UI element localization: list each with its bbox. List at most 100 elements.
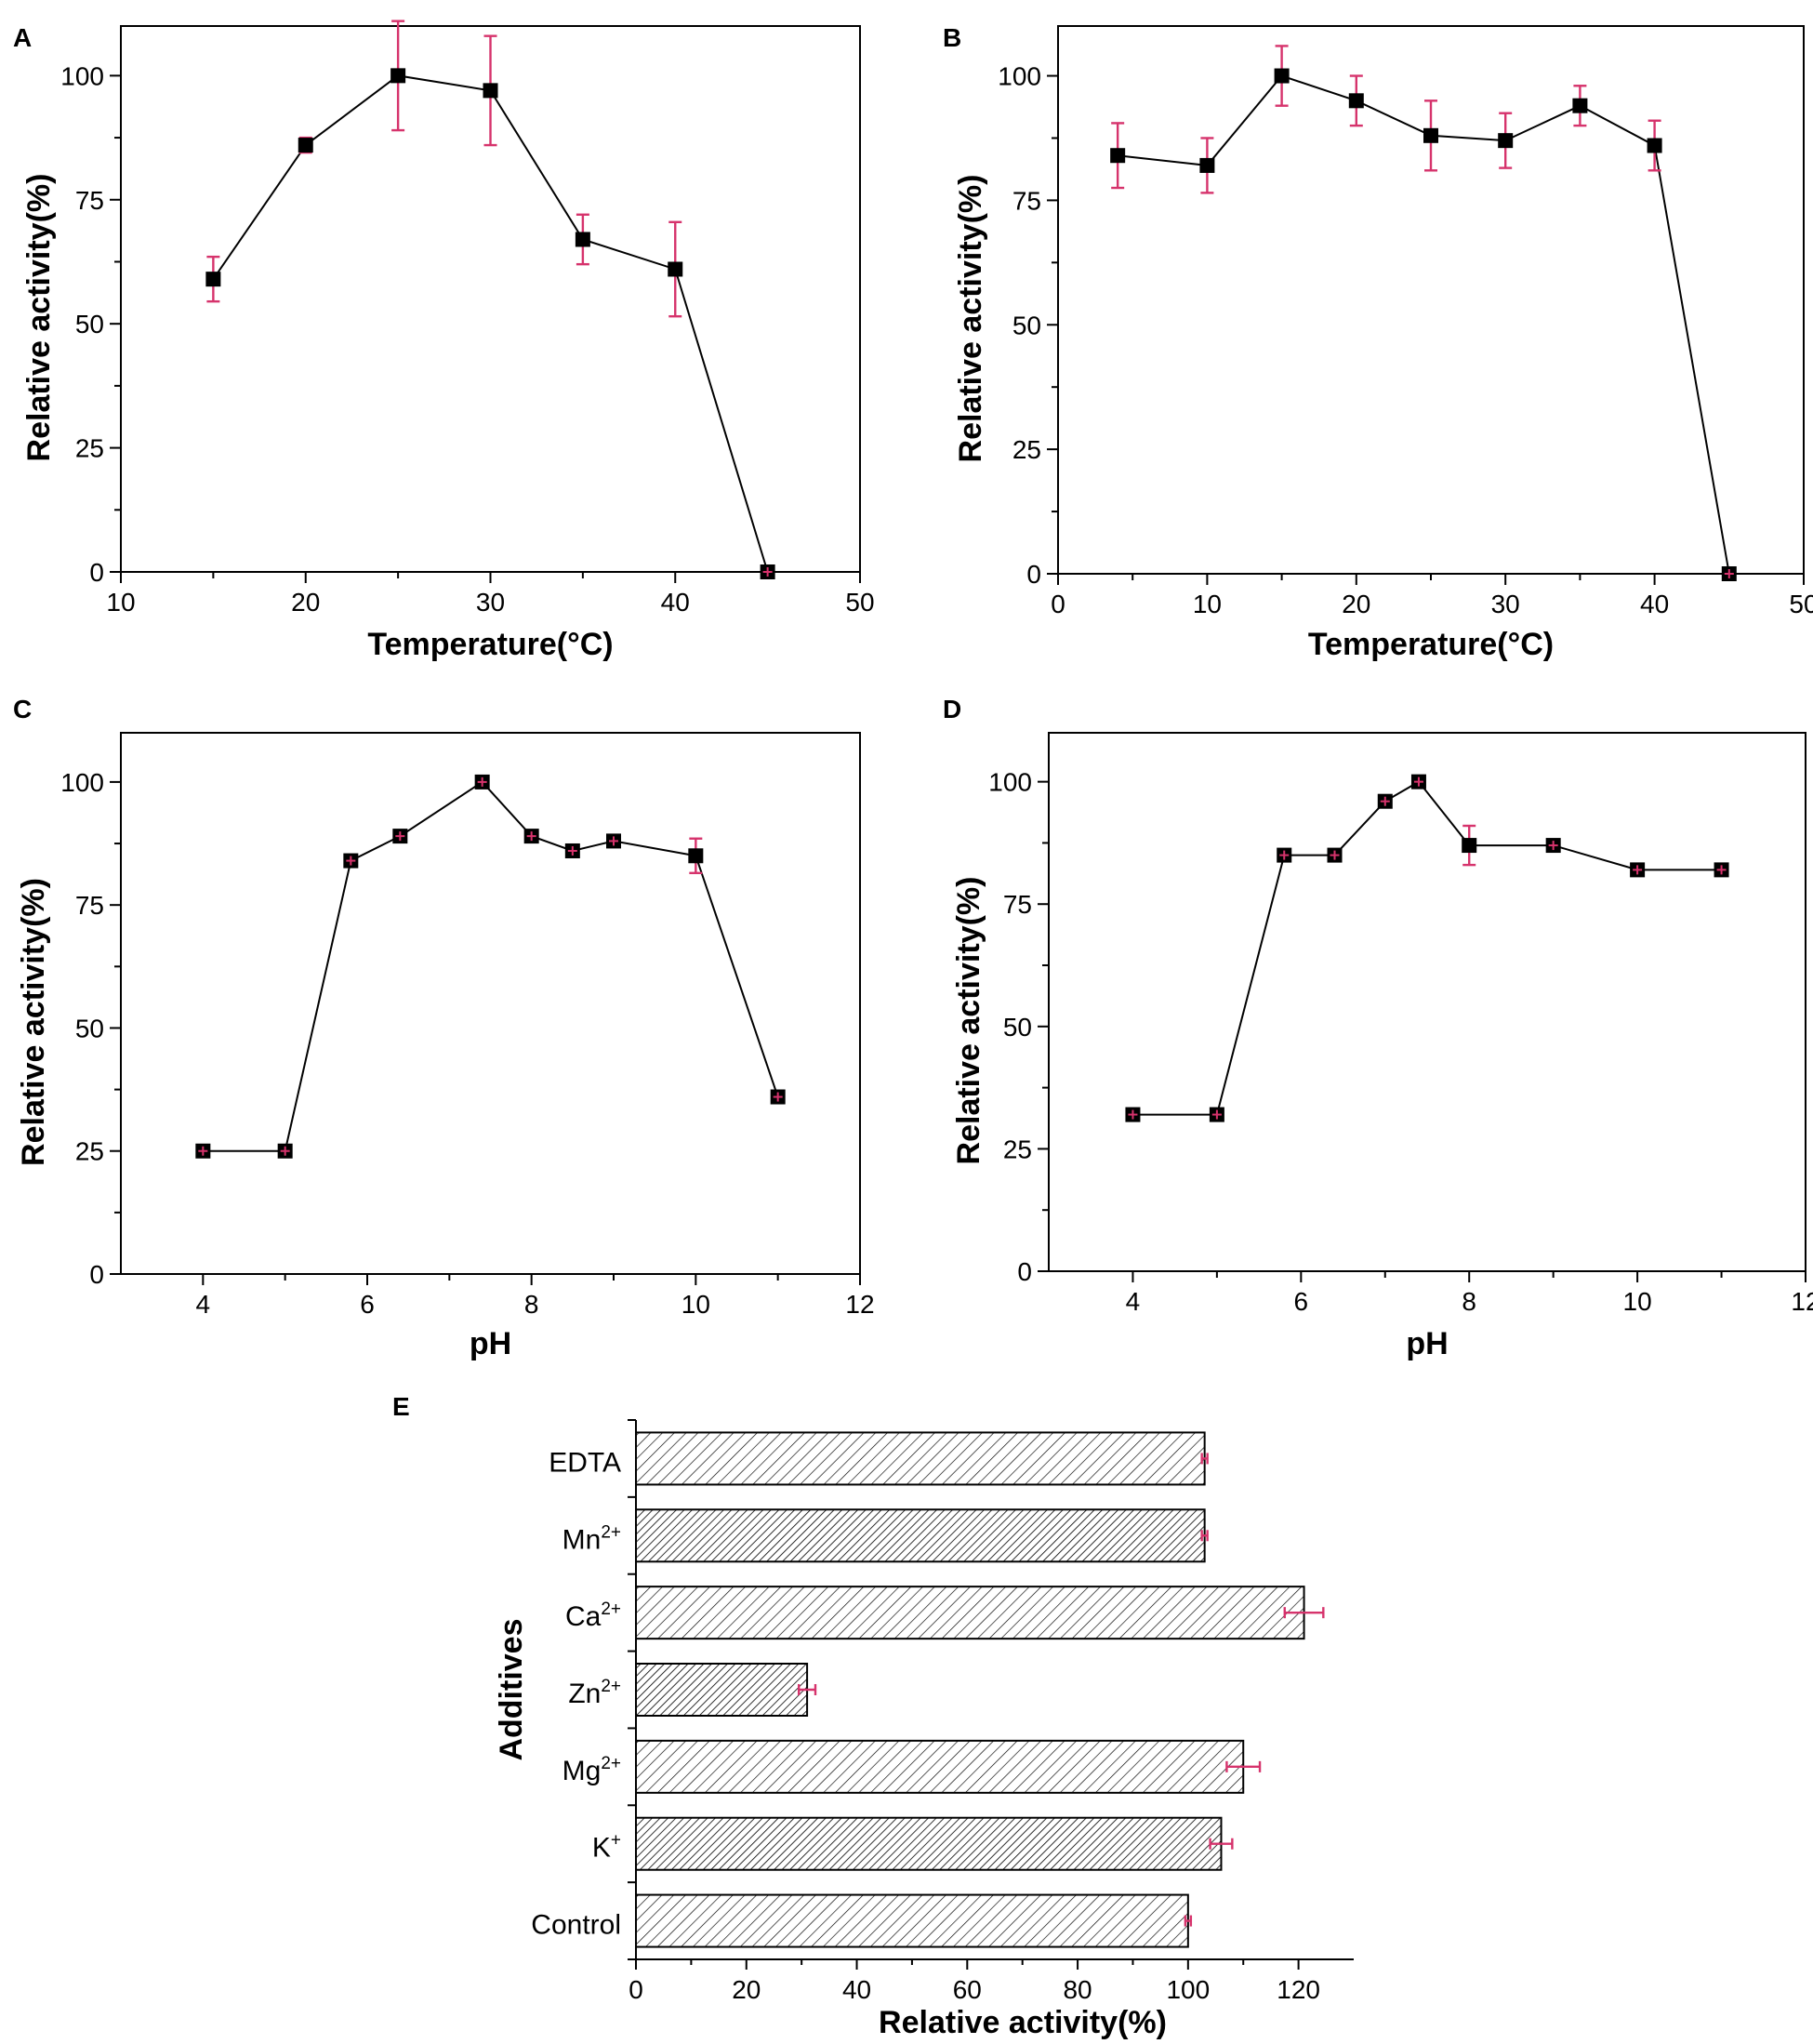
error-bar: [1283, 1607, 1325, 1619]
category-label-superscript: 2+: [601, 1754, 621, 1773]
category-label-base: Zn: [568, 1679, 601, 1709]
y-tick-label: 0: [1017, 1257, 1032, 1286]
category-label-superscript: 2+: [601, 1522, 621, 1542]
y-tick-label: 25: [1012, 435, 1041, 464]
error-bar: [1200, 1453, 1209, 1465]
panel-b-temperature-stability: B 0 10 20 30 40 50 0 25 50 75 100 Temperature(°C) Rel…: [943, 23, 1813, 662]
x-tick-label: 120: [1277, 1975, 1320, 2004]
error-bar: [1200, 1530, 1209, 1542]
x-axis-title: Temperature(°C): [367, 627, 613, 662]
bar: [635, 1508, 1206, 1563]
y-tick-label: 75: [1012, 186, 1041, 215]
data-point-marker: [1572, 98, 1588, 113]
data-point-marker: [1423, 127, 1438, 143]
data-point-marker: [298, 138, 313, 153]
panel-letter: C: [13, 695, 32, 723]
x-tick-label: 4: [1126, 1287, 1141, 1316]
y-tick-label: 0: [89, 1260, 104, 1289]
x-axis-title: Relative activity(%): [879, 2005, 1167, 2040]
y-tick-label: 50: [1012, 311, 1041, 339]
category-label: Ca2+: [565, 1599, 621, 1632]
panel-letter: D: [943, 695, 961, 723]
x-tick-label: 4: [196, 1290, 211, 1319]
panel-letter: E: [392, 1392, 410, 1421]
panel-e-additives-bar-chart: E0 20 40 60 80 100 120EDTAMn2+Ca2+Zn2+Mg2+K+Co…: [392, 1392, 1354, 2040]
x-axis-title: pH: [1406, 1326, 1448, 1361]
data-point-marker: [1348, 93, 1364, 109]
x-tick-label: 50: [845, 588, 874, 617]
y-axis-title: Relative activity(%): [21, 174, 57, 462]
category-label: Zn2+: [568, 1677, 621, 1709]
x-tick-label: 8: [524, 1290, 539, 1319]
x-tick-label: 10: [682, 1290, 710, 1319]
x-tick-label: 50: [1789, 590, 1813, 618]
category-label: K+: [592, 1831, 621, 1864]
error-bar: [797, 1684, 817, 1695]
category-label-superscript: +: [611, 1831, 621, 1851]
x-tick-label: 20: [1342, 590, 1370, 618]
category-label-base: Control: [531, 1910, 621, 1941]
panel-a-temperature-optimum: A 10 20 30 40 50 0 25 50 75 100 Temperature(°C) Rela…: [13, 20, 875, 662]
error-bar: [1225, 1760, 1262, 1772]
data-point-marker: [483, 83, 498, 99]
y-tick-label: 25: [1003, 1135, 1032, 1163]
error-bar: [1184, 1915, 1193, 1927]
data-point-marker: [205, 272, 221, 287]
x-tick-label: 20: [291, 588, 320, 617]
series-line: [1132, 780, 1722, 1116]
category-label: EDTA: [549, 1447, 621, 1478]
plot-frame: [1048, 732, 1806, 1272]
y-axis-title: Additives: [494, 1618, 529, 1760]
y-axis-title: Relative activity(%): [951, 877, 986, 1165]
data-point-marker: [688, 848, 704, 864]
x-tick-label: 30: [1491, 590, 1520, 618]
y-tick-label: 50: [1003, 1013, 1032, 1042]
x-tick-label: 12: [1791, 1287, 1813, 1316]
error-bar: [1209, 1838, 1234, 1850]
category-label-base: Mg: [562, 1756, 602, 1786]
x-tick-label: 6: [1294, 1287, 1309, 1316]
y-tick-label: 0: [89, 558, 104, 587]
y-tick-label: 50: [75, 310, 104, 338]
bar: [635, 1893, 1189, 1948]
x-tick-label: 0: [1051, 590, 1065, 618]
series-line: [212, 74, 769, 573]
panel-d-ph-stability: D 4 6 8 10 12 0 25 50 75 100 pH Relative activity(%): [943, 695, 1813, 1361]
data-point-marker: [1462, 838, 1477, 854]
plot-frame: [120, 732, 861, 1275]
x-axis-title: Temperature(°C): [1308, 627, 1554, 662]
y-tick-label: 75: [1003, 890, 1032, 919]
data-point-marker: [1498, 133, 1514, 149]
data-point-marker: [390, 68, 406, 84]
x-tick-label: 60: [953, 1975, 982, 2004]
data-point-marker: [575, 232, 590, 247]
category-label: Mg2+: [562, 1754, 621, 1786]
x-tick-label: 12: [845, 1290, 874, 1319]
bar: [635, 1586, 1305, 1640]
bar: [635, 1663, 809, 1717]
x-tick-label: 20: [732, 1975, 761, 2004]
panel-c-ph-optimum: C 4 6 8 10 12 0 25 50 75 100 pH Relative activity(%): [13, 695, 875, 1361]
series-line: [1118, 74, 1730, 575]
x-tick-label: 80: [1063, 1975, 1092, 2004]
data-point-marker: [1110, 148, 1126, 164]
category-label-superscript: 2+: [601, 1599, 621, 1619]
x-tick-label: 40: [1640, 590, 1669, 618]
y-tick-label: 100: [60, 768, 104, 797]
y-axis-title: Relative activity(%): [16, 878, 51, 1166]
x-tick-label: 40: [842, 1975, 871, 2004]
y-axis-title: Relative activity(%): [953, 175, 988, 463]
bar: [635, 1816, 1223, 1871]
data-point-marker: [1647, 138, 1662, 153]
data-point-marker: [668, 261, 683, 277]
x-tick-label: 100: [1166, 1975, 1210, 2004]
category-label: Control: [531, 1910, 621, 1941]
x-tick-label: 10: [1623, 1287, 1652, 1316]
x-tick-label: 40: [661, 588, 690, 617]
y-tick-label: 75: [75, 891, 104, 920]
bar: [635, 1739, 1245, 1794]
x-tick-label: 8: [1462, 1287, 1476, 1316]
y-tick-label: 50: [75, 1014, 104, 1042]
category-label-base: Mn: [562, 1524, 602, 1555]
